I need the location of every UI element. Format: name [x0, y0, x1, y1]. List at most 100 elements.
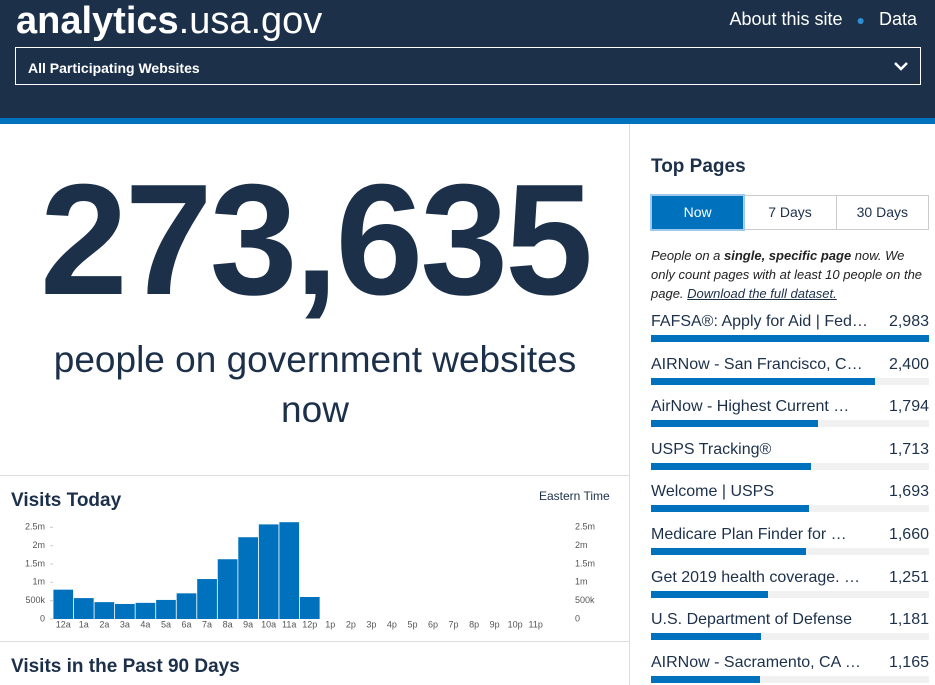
page-count: 1,713: [888, 440, 929, 458]
page-row[interactable]: AIRNow - San Francisco, C… 2,400: [651, 356, 929, 386]
page-name: AIRNow - Sacramento, CA …: [651, 653, 861, 671]
x-tick-label: 4p: [387, 619, 397, 629]
x-tick-label: 8a: [223, 619, 233, 629]
divider: [0, 475, 630, 476]
x-tick-label: 7p: [449, 619, 459, 629]
bar: [156, 599, 176, 619]
y-tick-label: 2m: [32, 540, 45, 550]
nav-link[interactable]: About this site: [729, 9, 843, 29]
brand-light: .usa.gov: [178, 0, 323, 42]
section-title: Visits in the Past 90 Days: [11, 656, 240, 677]
x-tick-label: 5a: [161, 619, 171, 629]
x-tick-label: 9a: [243, 619, 253, 629]
x-tick-label: 10a: [261, 619, 276, 629]
x-tick-label: 11p: [529, 619, 543, 629]
tab[interactable]: 30 Days: [835, 196, 928, 229]
nav-link[interactable]: Data: [878, 9, 917, 29]
desc-bold: single, specific page: [724, 248, 852, 263]
bar: [258, 524, 279, 619]
page-count: 1,693: [888, 483, 929, 501]
dropdown-label: All Participating Websites: [28, 60, 200, 76]
bar: [73, 598, 94, 619]
brand[interactable]: analytics.usa.gov: [16, 0, 322, 42]
visits-today-chart: 0 0 500k 500k 1m 1m 1.5m 1.5m 2m 2m 2.5m 2.5m 12a 1a 2…: [25, 522, 595, 630]
bar: [651, 633, 762, 641]
page-name: U.S. Department of Defense: [651, 611, 852, 629]
bar-track: [651, 377, 929, 385]
desc-text: now. We only count pages with at least 1…: [651, 248, 923, 301]
x-tick-label: 3a: [120, 619, 130, 629]
y-tick-label: 1m: [32, 577, 45, 587]
x-tick-label: 9p: [490, 619, 500, 629]
y-tick-label: 2.5m: [25, 522, 45, 532]
page-row[interactable]: AirNow - Highest Current … 1,794: [651, 398, 929, 428]
page-count: 1,181: [888, 611, 929, 629]
page-count: 2,400: [888, 355, 929, 373]
x-tick-label: 4a: [140, 619, 150, 629]
site-dropdown[interactable]: All Participating Websites: [15, 47, 921, 85]
y-tick-label: 0: [40, 613, 45, 623]
bar: [651, 505, 809, 513]
x-tick-label: 7a: [202, 619, 212, 629]
page-row[interactable]: U.S. Department of Defense 1,181: [651, 611, 929, 641]
page-count: 2,983: [888, 313, 929, 330]
y2-tick-label: 2m: [575, 540, 588, 550]
bar-track: [651, 633, 929, 641]
page-row[interactable]: Medicare Plan Finder for … 1,660: [651, 526, 929, 556]
x-tick-label: 10p: [508, 619, 523, 629]
y2-tick-label: 2.5m: [575, 522, 595, 532]
bar: [279, 522, 300, 619]
y-tick-label: 1.5m: [25, 558, 45, 568]
y2-tick-label: 1.5m: [575, 558, 595, 568]
divider: [0, 641, 630, 642]
y2-tick-label: 500k: [575, 595, 595, 605]
bar: [651, 590, 768, 598]
bar: [53, 589, 74, 619]
page-name: AirNow - Highest Current …: [651, 398, 850, 416]
bar: [94, 602, 115, 619]
bar-track: [651, 335, 929, 342]
realtime-caption: people on government websites now: [53, 339, 577, 430]
bar: [651, 377, 875, 385]
bar: [651, 335, 929, 342]
x-tick-label: 12a: [56, 619, 71, 629]
page-name: FAFSA®: Apply for Aid | Fed…: [651, 313, 868, 330]
page-name: AIRNow - San Francisco, C…: [651, 355, 863, 373]
page-count: 1,251: [888, 568, 929, 586]
page-row[interactable]: USPS Tracking® 1,713: [651, 441, 929, 471]
x-tick-label: 12p: [302, 619, 317, 629]
page-row[interactable]: AIRNow - Sacramento, CA … 1,165: [651, 654, 929, 684]
x-tick-label: 1p: [325, 619, 335, 629]
y-tick-label: 500k: [25, 595, 45, 605]
x-tick-label: 2a: [99, 619, 109, 629]
download-link[interactable]: Download the full dataset.: [687, 286, 837, 301]
bar: [217, 559, 238, 619]
page-row[interactable]: Get 2019 health coverage. … 1,251: [651, 569, 929, 599]
x-tick-label: 2p: [346, 619, 356, 629]
section-title: Top Pages: [651, 156, 746, 177]
bar: [115, 603, 135, 619]
x-tick-label: 3p: [366, 619, 376, 629]
bar: [299, 597, 320, 619]
page-row[interactable]: FAFSA®: Apply for Aid | Fed… 2,983: [651, 313, 929, 343]
page-name: USPS Tracking®: [651, 440, 772, 458]
bar: [238, 537, 259, 619]
desc-text: People on a: [651, 248, 725, 263]
tabs: Now 7 Days 30 Days: [651, 195, 929, 230]
x-tick-label: 11a: [282, 619, 296, 629]
nav: About this site ● Data: [729, 9, 917, 30]
tab[interactable]: Now: [652, 196, 744, 229]
page-row[interactable]: Welcome | USPS 1,693: [651, 483, 929, 513]
tab[interactable]: 7 Days: [743, 196, 835, 229]
header: analytics.usa.gov About this site ● Data A…: [0, 0, 935, 118]
bar-track: [651, 420, 929, 428]
bar: [651, 548, 806, 555]
bar: [197, 579, 217, 619]
bar-track: [651, 548, 929, 555]
page-count: 1,165: [888, 653, 929, 671]
realtime-count: 273,635: [39, 152, 593, 328]
y2-tick-label: 1m: [575, 577, 588, 587]
bar: [651, 420, 819, 428]
bar-track: [651, 505, 929, 513]
